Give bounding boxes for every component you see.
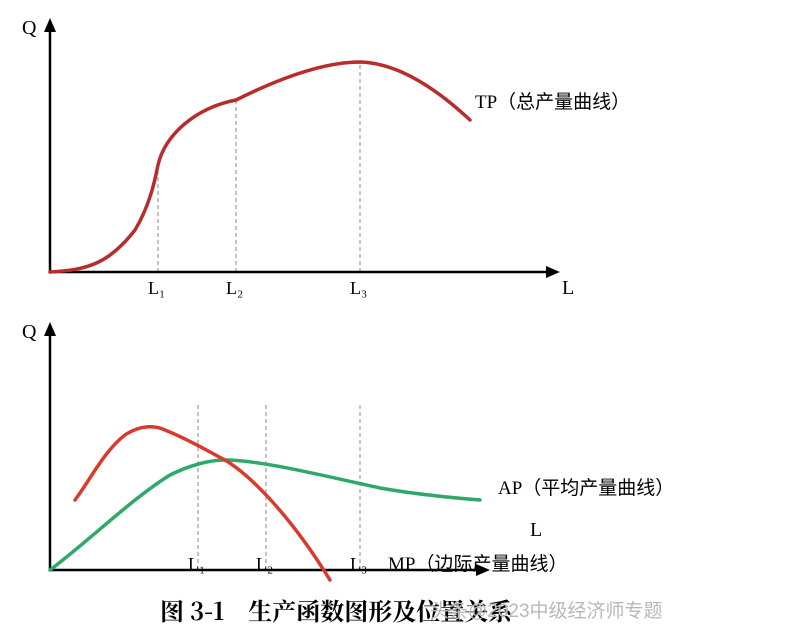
watermark-text: 头条@2023中级经济师专题 <box>430 596 663 623</box>
bottom-x-label: L <box>530 519 542 541</box>
tp-curve-label: TP（总产量曲线） <box>475 91 630 113</box>
top-tick-2: L₃ <box>350 278 367 298</box>
tp-curve <box>50 62 470 272</box>
chart-svg: Q L L₁ L₂ L₃ TP（总产量曲线） Q L L₁ L₂ L₃ AP（平均产量曲线） MP（边际… <box>0 0 786 628</box>
figure-canvas: Q L L₁ L₂ L₃ TP（总产量曲线） Q L L₁ L₂ L₃ AP（平均产量曲线） MP（边际… <box>0 0 786 628</box>
top-x-label: L <box>562 277 574 299</box>
top-tick-1: L₂ <box>226 278 243 298</box>
mp-curve-label: MP（边际产量曲线） <box>388 553 567 575</box>
top-y-label: Q <box>22 17 37 39</box>
bottom-tick-1: L₂ <box>256 554 273 574</box>
bottom-tick-0: L₁ <box>188 554 205 574</box>
bottom-y-label: Q <box>22 321 37 343</box>
top-tick-0: L₁ <box>148 278 165 298</box>
bottom-tick-2: L₃ <box>350 554 367 574</box>
ap-curve-label: AP（平均产量曲线） <box>498 477 674 499</box>
